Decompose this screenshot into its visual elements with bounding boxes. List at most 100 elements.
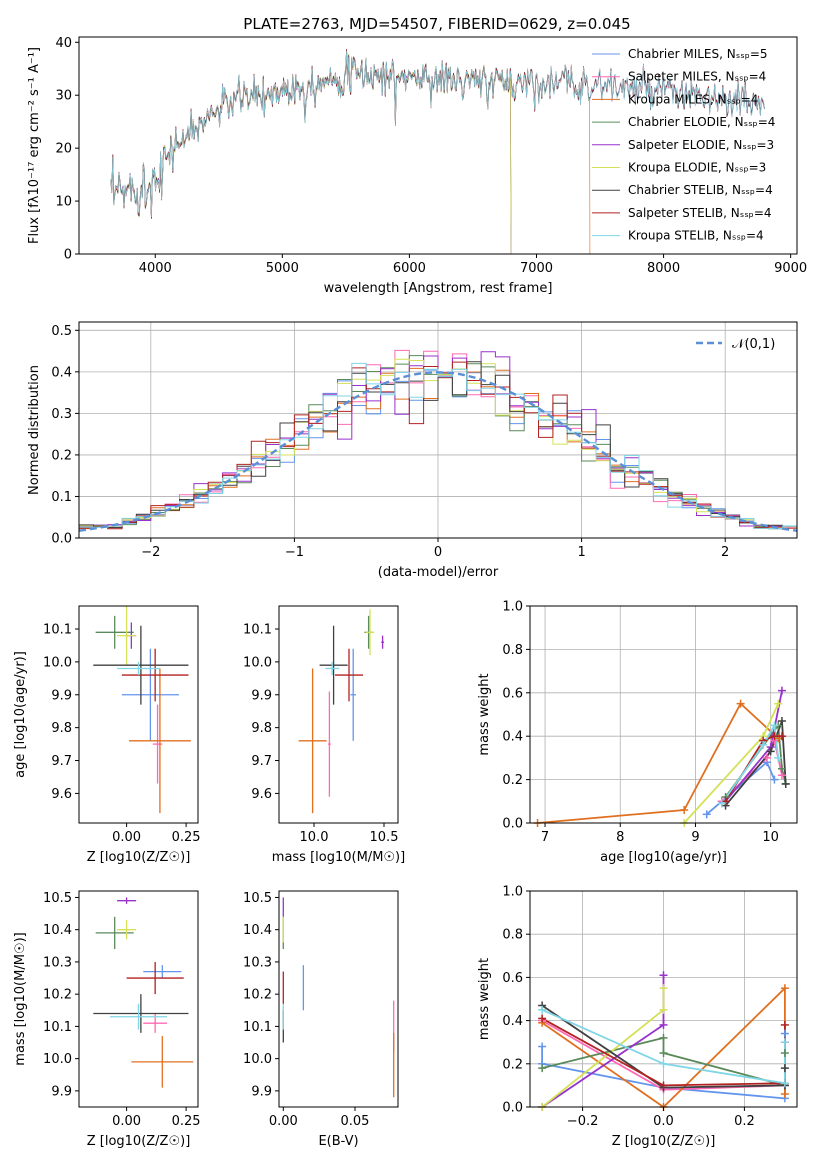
- x-tick-label: 2: [721, 545, 729, 560]
- age-vs-mass-panel: 10.0 10.5 9.6 9.7 9.8 9.9 10.0 10.1 mass [log10(…: [243, 605, 405, 865]
- y-tick-label: 10.0: [243, 1052, 272, 1067]
- legend-entry: Chabrier ELODIE, Nₛₛₚ=4: [628, 115, 775, 129]
- weight-line-kroupa-stelib: [541, 1008, 786, 1085]
- spectrum-panel: 4000 5000 6000 7000 8000 9000 0 10 20 30 40 wavelen…: [27, 36, 807, 296]
- axes-frame: [78, 605, 199, 824]
- x-tick-label: 4000: [139, 261, 172, 276]
- legend-entry: 𝒩(0,1): [732, 337, 775, 352]
- plot-area: [93, 606, 191, 814]
- y-tick-label: 9.8: [51, 721, 72, 736]
- x-tick-label: 0.25: [172, 830, 201, 845]
- y-tick-label: 10.4: [43, 923, 72, 938]
- y-tick-label: 0.4: [502, 730, 523, 745]
- plot-area: [79, 349, 797, 538]
- y-tick-label: 9.7: [251, 754, 272, 769]
- y-tick-label: 40: [55, 36, 72, 51]
- axes-frame: [278, 890, 399, 1108]
- x-axis-label: Z [log10(Z/Z☉)]: [87, 850, 191, 865]
- x-tick-label: 0.00: [112, 830, 141, 845]
- axes-frame: [278, 605, 399, 824]
- weight-line-kroupa-stelib: [721, 722, 780, 805]
- axes-frame: [78, 36, 798, 255]
- y-tick-label: 0.2: [502, 773, 523, 788]
- x-tick-label: 0.0: [653, 1114, 674, 1129]
- x-tick-label: 7000: [520, 261, 553, 276]
- y-tick-label: 0.2: [502, 1057, 523, 1072]
- y-tick-label: 0.0: [502, 817, 523, 832]
- y-tick-label: 9.6: [51, 787, 72, 802]
- y-tick-label: 0.8: [502, 643, 523, 658]
- x-tick-label: −1: [285, 545, 304, 560]
- y-tick-label: 9.9: [51, 1084, 72, 1099]
- age-vs-metallicity-panel: 0.00 0.25 9.6 9.7 9.8 9.9 10.0 10.1 Z [log10(Z/Z…: [13, 605, 201, 865]
- axes-frame: [529, 605, 798, 824]
- y-tick-label: 10.5: [43, 891, 72, 906]
- y-tick-label: 9.9: [51, 688, 72, 703]
- legend-entry: Kroupa ELODIE, Nₛₛₚ=3: [628, 161, 766, 175]
- y-tick-label: 0.1: [51, 490, 72, 505]
- y-tick-label: 10.0: [43, 1052, 72, 1067]
- y-tick-label: 0.8: [502, 928, 523, 943]
- x-tick-label: 10.5: [370, 830, 399, 845]
- y-tick-label: 10.0: [243, 655, 272, 670]
- weight-line-salpeter-elodie: [541, 975, 665, 1107]
- x-tick-label: 0: [434, 545, 442, 560]
- weight-line-kroupa-miles: [537, 702, 779, 823]
- x-tick-label: 7: [541, 830, 549, 845]
- y-tick-label: 9.7: [51, 754, 72, 769]
- legend-entry: Salpeter ELODIE, Nₛₛₚ=3: [628, 138, 774, 152]
- figure-title: PLATE=2763, MJD=54507, FIBERID=0629, z=0…: [243, 15, 630, 33]
- x-axis-label: E(B-V): [318, 1134, 358, 1149]
- y-tick-label: 0.5: [51, 324, 72, 339]
- y-tick-label: 10.1: [43, 1020, 72, 1035]
- y-tick-label: 0.4: [51, 365, 72, 380]
- residuals-panel: −2 −1 0 1 2 0.0 0.1 0.2 0.3 0.4 0.5 (data-model)/er…: [27, 321, 798, 580]
- x-axis-label: age [log10(age/yr)]: [600, 850, 727, 865]
- y-tick-label: 10.4: [243, 923, 272, 938]
- x-tick-label: 6000: [393, 261, 426, 276]
- massweight-vs-metallicity-panel: −0.2 0.0 0.2 0.0 0.2 0.4 0.6 0.8 1.0 Z [log10(Z/Z…: [477, 885, 798, 1149]
- y-axis-label: Flux [fλ10⁻¹⁷ erg cm⁻² s⁻¹ A⁻¹]: [27, 47, 42, 244]
- normal-reference-curve: [79, 371, 797, 532]
- y-tick-label: 10.2: [43, 988, 72, 1003]
- y-tick-label: 0.0: [51, 532, 72, 547]
- plot-area: [298, 609, 384, 814]
- legend-entry: Kroupa STELIB, Nₛₛₚ=4: [628, 229, 764, 243]
- y-tick-label: 10.0: [43, 655, 72, 670]
- x-axis-label: Z [log10(Z/Z☉)]: [612, 1134, 716, 1149]
- y-tick-label: 10: [55, 195, 72, 210]
- y-axis-label: mass [log10(M/M☉)]: [13, 932, 28, 1065]
- legend-entry: Kroupa MILES, Nₛₛₚ=4: [628, 92, 758, 106]
- weight-line-chabrier-stelib: [724, 720, 787, 807]
- mass-vs-metallicity-panel: 0.00 0.25 9.9 10.0 10.1 10.2 10.3 10.4 10.5 Z [lo…: [13, 890, 201, 1149]
- x-tick-label: 10.0: [300, 830, 329, 845]
- y-axis-label: age [log10(age/yr)]: [13, 651, 28, 778]
- y-tick-label: 30: [55, 89, 72, 104]
- y-tick-label: 10.3: [243, 955, 272, 970]
- axes-frame: [78, 890, 199, 1108]
- y-tick-label: 0: [64, 248, 72, 263]
- plot-area: [110, 49, 765, 254]
- y-tick-label: 9.8: [251, 721, 272, 736]
- x-tick-label: 1: [577, 545, 585, 560]
- y-tick-label: 10.1: [243, 1020, 272, 1035]
- y-tick-label: 20: [55, 142, 72, 157]
- legend-entry: Chabrier STELIB, Nₛₛₚ=4: [628, 183, 773, 197]
- y-tick-label: 10.3: [43, 955, 72, 970]
- spectrum-line-kroupa-miles: [110, 51, 591, 254]
- mass-vs-reddening-panel: 0.00 0.05 9.9 10.0 10.1 10.2 10.3 10.4 10.5 E(B-V…: [243, 890, 399, 1149]
- plot-area: [537, 690, 787, 823]
- x-tick-label: 0.05: [341, 1114, 370, 1129]
- x-tick-label: 10: [762, 830, 779, 845]
- x-tick-label: 9000: [774, 261, 807, 276]
- y-tick-label: 9.9: [251, 688, 272, 703]
- y-tick-label: 10.5: [243, 891, 272, 906]
- x-tick-label: 0.25: [172, 1114, 201, 1129]
- x-tick-label: 0.00: [112, 1114, 141, 1129]
- y-tick-label: 0.6: [502, 971, 523, 986]
- x-tick-label: 8000: [647, 261, 680, 276]
- massweight-vs-age-panel: 7 8 9 10 0.0 0.2 0.4 0.6 0.8 1.0 age [log10(age/yr…: [477, 600, 798, 865]
- x-tick-label: 0.2: [734, 1114, 755, 1129]
- legend-entry: Chabrier MILES, Nₛₛₚ=5: [628, 47, 768, 61]
